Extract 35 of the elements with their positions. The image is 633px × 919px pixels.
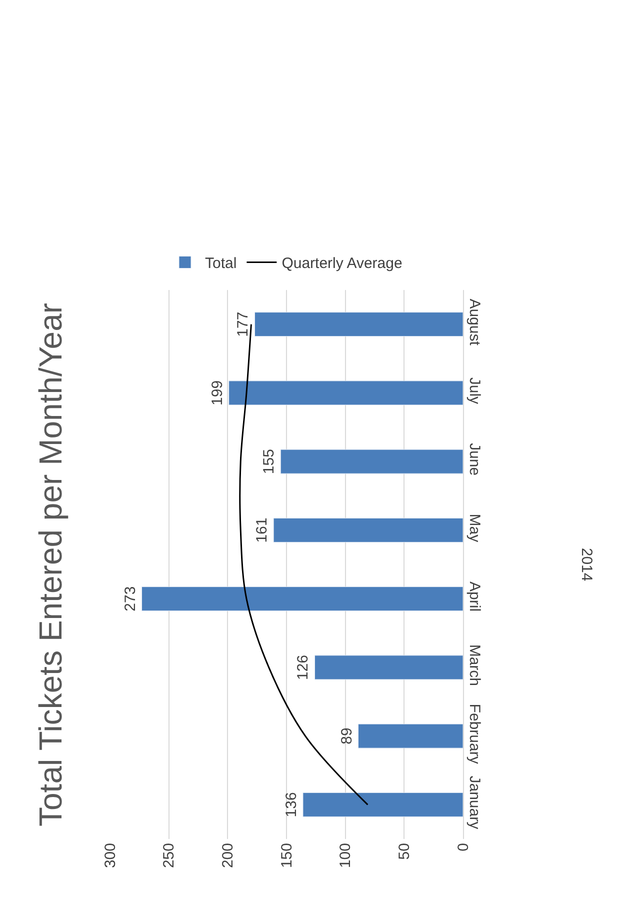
y-tick-label: January <box>466 776 483 830</box>
x-tick-label: 0 <box>454 843 472 852</box>
data-label: 155 <box>260 449 278 474</box>
y-tick-label: April <box>466 582 483 612</box>
bar <box>273 518 463 542</box>
data-label: 199 <box>208 380 226 406</box>
data-label: 136 <box>282 792 300 818</box>
x-tick-label: 100 <box>337 843 354 868</box>
x-tick-label: 250 <box>160 843 178 868</box>
bar <box>358 724 463 748</box>
data-label: 126 <box>294 654 312 680</box>
y-tick-label: June <box>466 443 483 476</box>
bar <box>280 449 463 474</box>
text: Total Tickets Entered per Month/Year <box>32 302 68 826</box>
x-tick-label: 50 <box>396 843 414 860</box>
x-tick-label: 150 <box>278 843 296 868</box>
text: 2014 <box>578 548 596 582</box>
bar <box>302 792 463 817</box>
y-tick-label: July <box>466 377 483 405</box>
bar <box>314 655 463 680</box>
bar <box>228 380 463 406</box>
y-tick-label: May <box>466 514 483 543</box>
data-label: 161 <box>254 518 271 543</box>
data-label: 177 <box>234 312 252 337</box>
y-tick-label: March <box>466 644 483 686</box>
legend-label: Quarterly Average <box>282 255 402 272</box>
bar <box>142 586 463 612</box>
data-label: 273 <box>122 586 139 612</box>
x-tick-label: 300 <box>102 843 119 868</box>
legend-label: Total <box>205 255 237 272</box>
x-tick-label: 200 <box>220 843 237 868</box>
bar <box>254 312 463 337</box>
y-tick-label: February <box>466 704 483 764</box>
data-label: 89 <box>338 728 356 744</box>
y-tick-label: August <box>466 298 483 346</box>
